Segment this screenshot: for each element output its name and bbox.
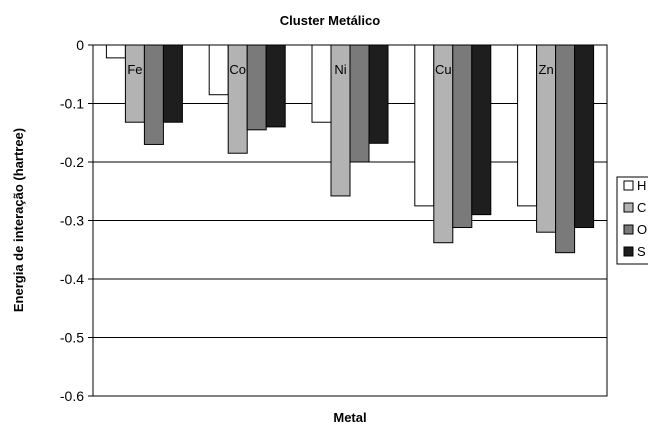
bar-O-Fe <box>143 44 164 145</box>
bar-S-Zn <box>574 44 595 229</box>
category-labels: Fe Co Ni Cu Zn <box>127 62 553 77</box>
chart-title: Cluster Metálico <box>280 13 380 28</box>
legend-swatch-H <box>623 180 634 191</box>
legend-label: H <box>637 178 646 193</box>
bar-H-Fe <box>105 44 126 59</box>
y-tick-label: -0.6 <box>60 388 84 404</box>
y-tick-label: -0.2 <box>60 154 84 170</box>
bar-S-Co <box>265 44 286 128</box>
bar-S-Ni <box>368 44 389 144</box>
legend-swatch-C <box>623 202 634 213</box>
legend-swatch-O <box>623 224 634 235</box>
y-tick-label: 0 <box>76 37 84 53</box>
x-axis-label: Metal <box>333 410 366 425</box>
category-label: Zn <box>539 62 554 77</box>
bar-O-Ni <box>349 44 370 163</box>
y-tick-label: -0.3 <box>60 213 84 229</box>
bar-H-Cu <box>414 44 435 207</box>
y-axis-label: Energia de interação (hartree) <box>11 128 26 312</box>
plot-border <box>92 44 608 397</box>
bar-O-Zn <box>555 44 576 254</box>
legend-label: O <box>637 222 647 237</box>
category-label: Ni <box>334 62 346 77</box>
y-tick-label: -0.4 <box>60 271 84 287</box>
bar-H-Co <box>208 44 229 96</box>
y-tick-label: -0.1 <box>60 96 84 112</box>
y-ticks: 0 -0.1 -0.2 -0.3 -0.4 -0.5 -0.6 <box>60 37 93 404</box>
legend-label: S <box>637 244 646 259</box>
y-tick-label: -0.5 <box>60 330 84 346</box>
bar-S-Cu <box>471 44 492 216</box>
bar-H-Ni <box>311 44 332 123</box>
category-label: Cu <box>435 62 452 77</box>
category-label: Fe <box>127 62 142 77</box>
bar-O-Cu <box>452 44 473 229</box>
bar-S-Fe <box>162 44 183 123</box>
bar-O-Co <box>246 44 267 131</box>
legend-label: C <box>637 200 646 215</box>
bar-H-Zn <box>517 44 538 207</box>
bars <box>105 44 595 254</box>
legend-swatch-S <box>623 246 634 257</box>
bar-C-Fe <box>124 44 145 123</box>
category-label: Co <box>229 62 246 77</box>
